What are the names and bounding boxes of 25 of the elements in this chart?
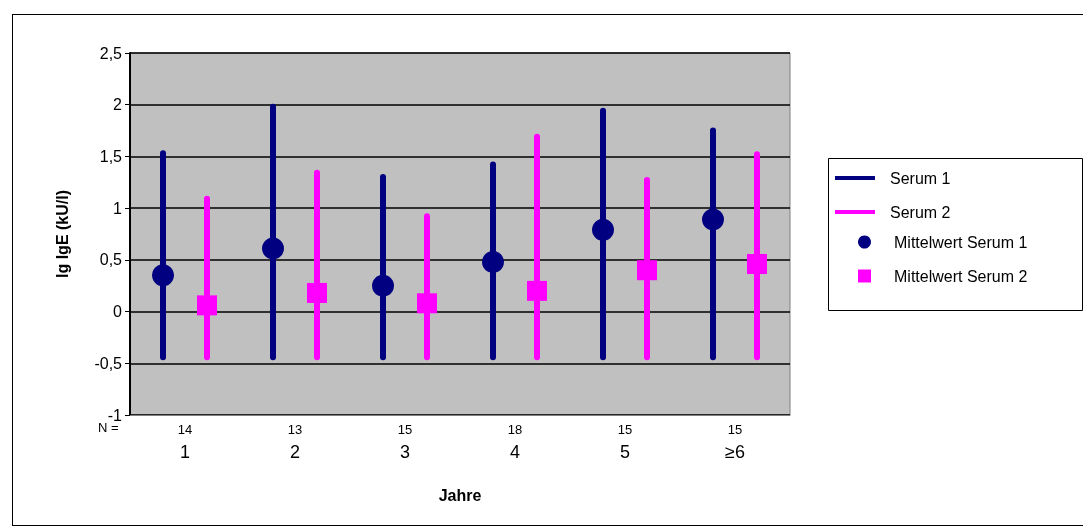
- x-tick-label: ≥6: [725, 442, 745, 462]
- y-tick-label: 2,5: [99, 44, 123, 62]
- x-tick-label: 2: [289, 442, 301, 462]
- text: 14: [177, 422, 193, 437]
- x-tick-label: 5: [619, 442, 631, 462]
- y-tick-label: -0,5: [94, 354, 123, 372]
- x-tick-label: 1: [179, 442, 191, 462]
- y-tick-label: 1,5: [99, 147, 123, 165]
- text: 15: [727, 422, 743, 437]
- y-tick-label: 2: [113, 96, 123, 114]
- y-axis-title: lg IgE (kU/l): [53, 190, 71, 278]
- legend-label: Mittelwert Serum 1: [894, 233, 1028, 251]
- y-tick-label: 0: [113, 303, 123, 321]
- legend-label: Mittelwert Serum 2: [894, 267, 1028, 285]
- y-tick-label: 1: [113, 199, 123, 217]
- text: 13: [287, 422, 303, 437]
- text: 15: [397, 422, 413, 437]
- text: 18: [507, 422, 523, 437]
- x-tick-label: 4: [509, 442, 521, 462]
- legend-label: Serum 2: [890, 203, 951, 221]
- text: 15: [617, 422, 633, 437]
- x-tick-label: 3: [399, 442, 411, 462]
- x-axis-title: Jahre: [438, 486, 482, 504]
- legend-label: Serum 1: [890, 169, 951, 187]
- y-tick-label: 0,5: [99, 251, 123, 269]
